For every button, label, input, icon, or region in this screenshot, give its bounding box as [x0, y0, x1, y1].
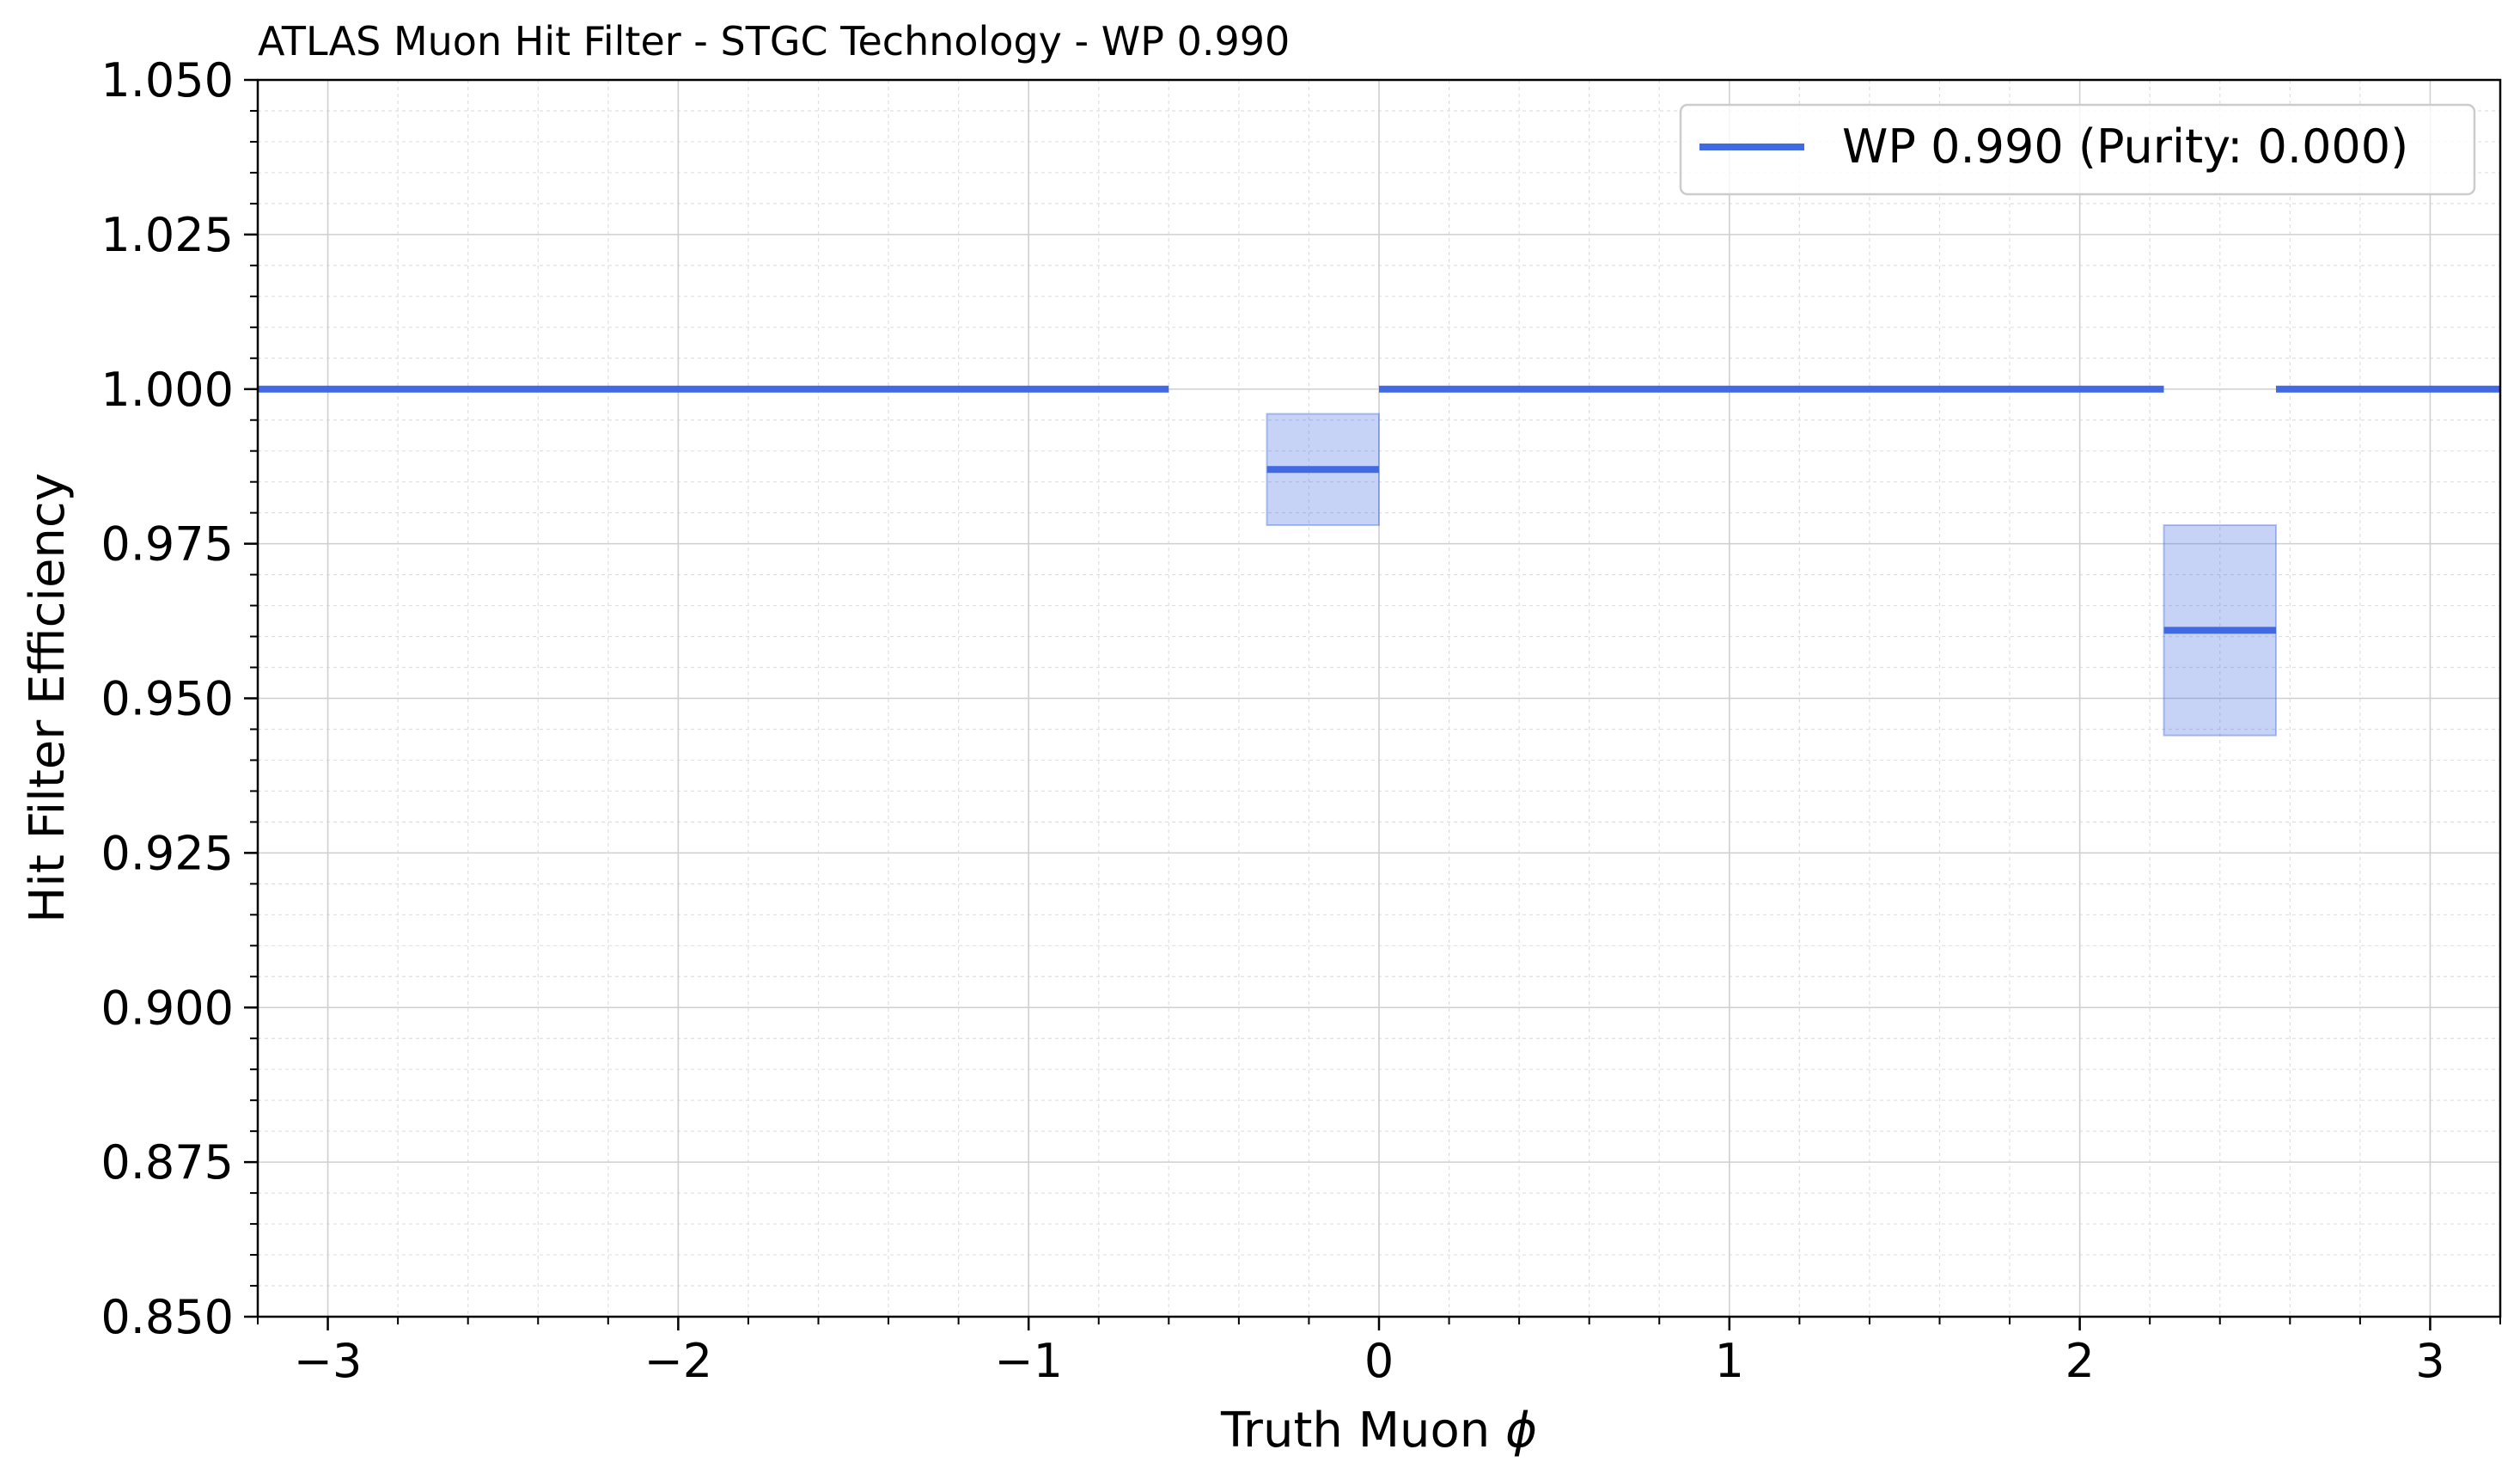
y-tick-label: 0.875 — [101, 1135, 234, 1190]
legend-box — [1679, 103, 2476, 196]
legend: WP 0.990 (Purity: 0.000) — [1679, 103, 2476, 196]
y-tick-labels: 0.850 0.875 0.900 0.925 0.950 0.975 1.000 1.025… — [101, 53, 234, 1344]
x-tick-label: 2 — [2065, 1334, 2094, 1388]
y-tick-label: 0.925 — [101, 826, 234, 880]
x-tick-label: −1 — [994, 1334, 1063, 1388]
x-tick-label: 1 — [1715, 1334, 1744, 1388]
y-axis-label: Hit Filter Efficiency — [20, 473, 76, 923]
y-tick-label: 1.050 — [101, 53, 234, 107]
chart-title: ATLAS Muon Hit Filter - STGC Technology … — [258, 18, 1290, 64]
efficiency-series — [258, 385, 2500, 634]
x-tick-label: −2 — [644, 1334, 713, 1388]
y-tick-label: 1.025 — [101, 208, 234, 262]
y-tick-label: 1.000 — [101, 363, 234, 417]
x-tick-labels: −3 −2 −1 0 1 2 3 — [294, 1334, 2445, 1388]
y-tick-label: 0.850 — [101, 1290, 234, 1344]
x-tick-label: 0 — [1364, 1334, 1394, 1388]
axis-ticks — [244, 78, 2501, 1330]
y-tick-label: 0.950 — [101, 672, 234, 726]
legend-label: WP 0.990 (Purity: 0.000) — [1842, 119, 2408, 174]
y-tick-label: 0.975 — [101, 517, 234, 572]
x-tick-label: −3 — [294, 1334, 363, 1388]
x-tick-label: 3 — [2415, 1334, 2444, 1388]
y-tick-label: 0.900 — [101, 981, 234, 1035]
x-axis-label: Truth Muon ϕ — [1220, 1403, 1537, 1459]
